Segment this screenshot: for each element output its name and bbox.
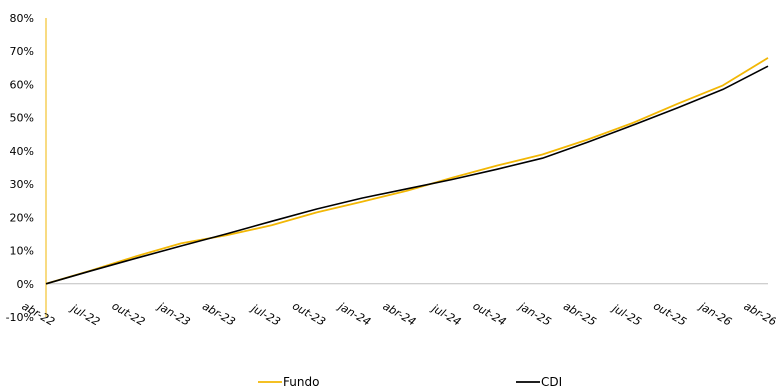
x-tick-label: abr-26: [742, 300, 776, 329]
x-tick-label: abr-24: [381, 300, 418, 329]
x-tick-label: jan-26: [696, 299, 734, 329]
y-axis: -10% 0% 10% 20% 30% 40% 50% 60% 70% 80%: [6, 12, 47, 324]
legend: Fundo CDI: [258, 375, 562, 389]
legend-label-fundo: Fundo: [283, 375, 319, 389]
y-tick-label: 80%: [10, 12, 34, 25]
x-tick-label: out-24: [471, 299, 509, 328]
x-tick-label: out-22: [110, 299, 148, 328]
x-axis: abr-22 jul-22 out-22 jan-23 abr-23 jul-23 out-…: [20, 283, 776, 329]
y-tick-label: 0%: [17, 278, 34, 291]
series-line-cdi: [45, 65, 769, 285]
x-tick-label: jul-22: [67, 301, 102, 329]
x-tick-label: jan-24: [335, 299, 373, 329]
x-tick-label: jan-23: [154, 299, 192, 329]
x-tick-label: jul-25: [608, 301, 643, 329]
y-tick-label: 10%: [10, 245, 34, 258]
y-tick-label: 20%: [10, 211, 34, 224]
x-tick-label: out-23: [290, 299, 328, 328]
x-tick-label: out-25: [651, 299, 689, 328]
x-tick-label: jul-24: [428, 301, 463, 329]
x-tick-label: jan-25: [515, 299, 553, 329]
series-lines: [45, 57, 769, 285]
x-tick-label: abr-25: [561, 300, 598, 329]
y-tick-label: 40%: [10, 145, 34, 158]
x-tick-label: jul-23: [247, 301, 282, 329]
y-tick-label: 50%: [10, 112, 34, 125]
y-tick-label: 30%: [10, 178, 34, 191]
y-tick-label: -10%: [6, 311, 34, 324]
legend-label-cdi: CDI: [541, 375, 562, 389]
y-tick-label: 60%: [10, 78, 34, 91]
y-tick-label: 70%: [10, 45, 34, 58]
x-tick-label: abr-23: [200, 300, 237, 329]
series-line-fundo: [45, 57, 769, 285]
